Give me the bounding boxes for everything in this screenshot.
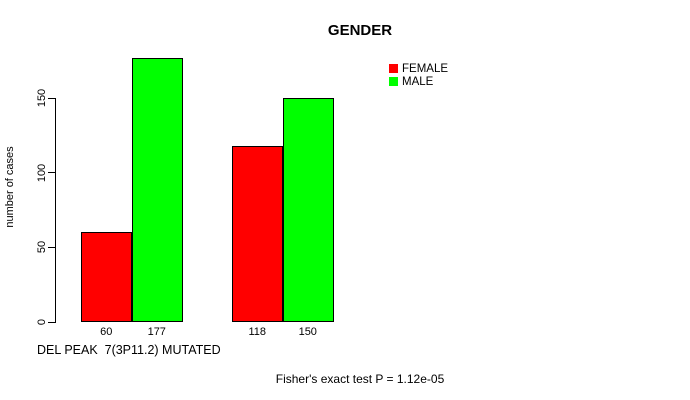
bar-male-group-2 <box>283 98 334 322</box>
bar-value-label: 118 <box>248 326 267 338</box>
bar-female-group-1 <box>81 232 132 322</box>
bar-female-group-2 <box>232 146 283 322</box>
y-tick-mark <box>48 321 56 323</box>
legend-row-male: MALE <box>389 75 448 88</box>
y-axis-line <box>55 98 56 323</box>
legend-row-female: FEMALE <box>389 62 448 75</box>
legend-label: MALE <box>402 75 434 88</box>
bar-value-label: 60 <box>100 326 113 338</box>
y-tick-label: 150 <box>36 88 48 108</box>
legend-label: FEMALE <box>402 62 449 75</box>
chart-title: GENDER <box>327 22 393 39</box>
legend: FEMALE MALE <box>389 62 448 88</box>
legend-swatch-female <box>389 64 398 73</box>
y-axis-label: number of cases <box>4 146 16 228</box>
y-tick-label: 0 <box>36 318 48 326</box>
y-tick-label: 100 <box>36 163 48 182</box>
fisher-test-annotation: Fisher's exact test P = 1.12e-05 <box>275 372 445 386</box>
legend-swatch-male <box>389 77 398 86</box>
bar-male-group-1 <box>132 58 183 322</box>
y-tick-mark <box>48 97 56 99</box>
y-tick-mark <box>48 246 56 248</box>
y-tick-label: 50 <box>36 241 48 254</box>
y-tick-mark <box>48 172 56 174</box>
bar-value-label: 150 <box>298 326 317 338</box>
x-axis-label: DEL PEAK 7(3P11.2) MUTATED <box>37 343 221 357</box>
bar-value-label: 177 <box>147 326 166 338</box>
